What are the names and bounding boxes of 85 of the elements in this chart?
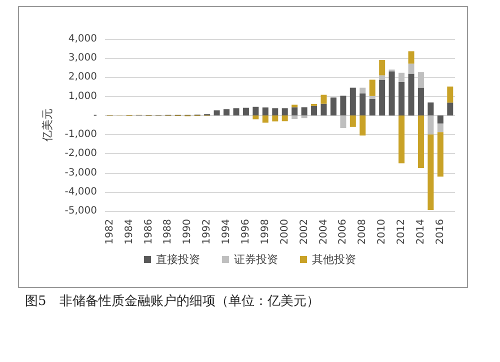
bar [379, 80, 386, 116]
x-tick-label: 2008 [357, 219, 368, 244]
bar [447, 86, 454, 103]
x-tick-label: 2014 [415, 219, 426, 244]
legend-label: 其他投资 [312, 253, 356, 266]
bar [360, 93, 366, 116]
bar [272, 115, 278, 122]
bar [418, 72, 424, 88]
bar [408, 64, 414, 74]
bar [428, 102, 434, 116]
y-tick-label: -5,000 [64, 206, 97, 216]
bar [360, 88, 366, 94]
x-tick-label: 2002 [298, 219, 310, 244]
bar [437, 123, 444, 132]
y-tick-label: 4,000 [68, 34, 97, 44]
bar [340, 115, 346, 128]
y-tick-label: 3,000 [68, 52, 97, 64]
x-tick-label: 1982 [104, 219, 116, 244]
y-axis-title: 亿美元 [41, 108, 54, 142]
x-tick-label: 2016 [434, 219, 446, 244]
x-tick-label: 2006 [338, 219, 349, 244]
bar [398, 72, 405, 82]
x-tick-label: 2000 [279, 219, 290, 244]
bar [214, 110, 220, 116]
bar [418, 88, 424, 116]
x-tick-label: 1998 [260, 219, 271, 244]
y-tick-label: -2,000 [64, 148, 97, 160]
legend-label: 直接投资 [156, 253, 200, 266]
text: 图5 非储备性质金融账户的细项（单位：亿美元） [25, 293, 320, 309]
x-tick-label: 1988 [162, 219, 174, 244]
bar [320, 94, 327, 104]
bar [437, 132, 444, 177]
bar [369, 80, 376, 96]
bar [292, 107, 298, 116]
bar [369, 98, 376, 116]
bar [388, 71, 395, 116]
bar [408, 74, 414, 116]
x-tick-label: 2010 [376, 219, 388, 244]
y-tick-label: 2,000 [68, 72, 97, 83]
x-tick-label: 2012 [396, 219, 408, 244]
bar [437, 115, 444, 124]
bar [262, 107, 268, 116]
bar [242, 108, 249, 116]
x-tick-label: 1994 [221, 219, 232, 244]
bar [282, 108, 288, 116]
bar [301, 115, 308, 118]
bar [418, 115, 424, 168]
x-tick-label: 2004 [318, 219, 330, 244]
x-tick-label: 1984 [124, 219, 135, 244]
bar [398, 82, 405, 116]
y-tick-label: -3,000 [64, 167, 97, 178]
y-tick-label: - [93, 110, 98, 121]
bar [369, 96, 376, 99]
bar [224, 109, 230, 116]
bar [379, 75, 386, 80]
y-tick-label: 1,000 [68, 90, 97, 102]
bar [282, 115, 288, 122]
bar [360, 115, 366, 136]
bar [350, 88, 356, 116]
bar [272, 108, 278, 116]
bar [292, 115, 298, 120]
bar [350, 115, 356, 127]
bar [379, 60, 386, 76]
bar [398, 115, 405, 164]
bar [428, 134, 434, 210]
legend-label: 证券投资 [234, 253, 278, 266]
bar [340, 96, 346, 116]
bar [311, 106, 318, 116]
x-tick-label: 1996 [240, 219, 252, 244]
bar [408, 51, 414, 64]
bar [320, 104, 327, 116]
x-tick-label: 1990 [182, 219, 194, 244]
bar [330, 97, 336, 116]
bar [262, 115, 268, 123]
bar [428, 115, 434, 135]
bar [292, 104, 298, 108]
bar [252, 106, 259, 116]
bar [252, 115, 259, 120]
y-tick-label: -4,000 [64, 186, 97, 198]
bar [301, 107, 308, 116]
x-tick-label: 1986 [143, 219, 154, 244]
bar [233, 108, 240, 116]
bar [447, 102, 454, 116]
y-tick-label: -1,000 [64, 129, 97, 140]
x-tick-label: 1992 [202, 219, 213, 244]
